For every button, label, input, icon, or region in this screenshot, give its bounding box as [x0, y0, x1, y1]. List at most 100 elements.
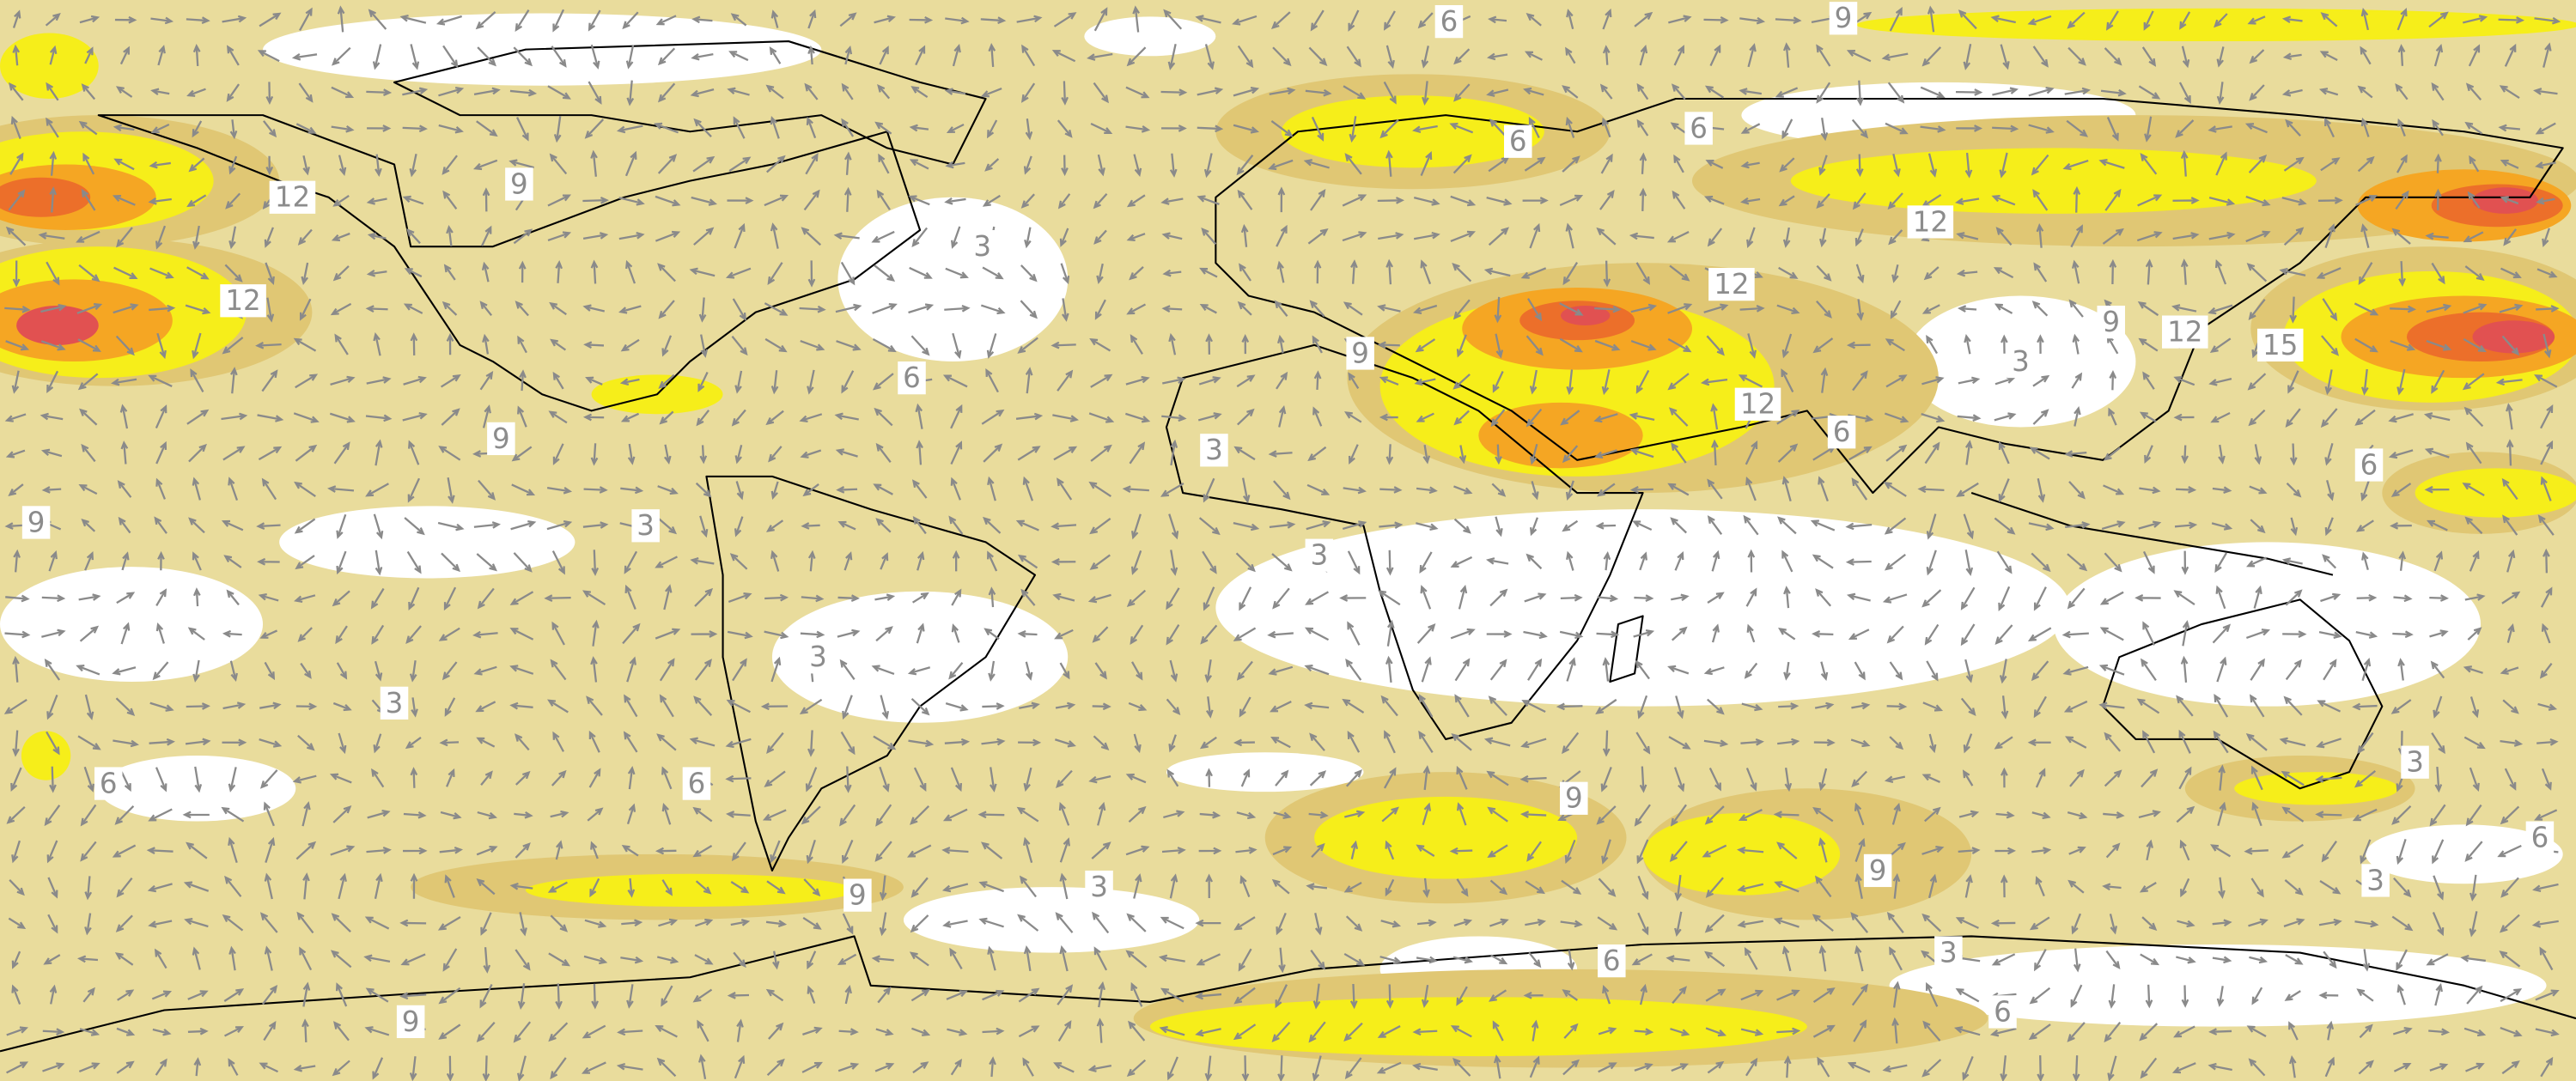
wind-arrow: [799, 698, 823, 714]
wind-arrow: [1528, 117, 1540, 138]
wind-arrow: [1377, 341, 1400, 349]
wind-arrow: [2431, 732, 2445, 755]
wind-arrow: [476, 878, 496, 896]
wind-arrow: [800, 340, 825, 351]
wind-arrow: [46, 731, 60, 756]
wind-arrow: [1999, 152, 2008, 179]
wind-arrow: [152, 1028, 172, 1036]
wind-arrow: [2463, 303, 2488, 314]
wind-arrow: [331, 232, 350, 242]
wind-arrow: [2247, 15, 2266, 25]
wind-arrow: [1924, 623, 1940, 646]
wind-arrow: [2140, 1057, 2158, 1079]
label-box: [380, 686, 409, 720]
wind-arrow: [2071, 372, 2083, 389]
wind-arrow: [1635, 732, 1651, 755]
wind-arrow: [1199, 736, 1217, 750]
wind-arrow: [1309, 770, 1327, 786]
wind-arrow: [438, 86, 465, 97]
wind-arrow: [2324, 117, 2335, 138]
wind-arrow: [800, 630, 825, 639]
wind-arrow: [1818, 155, 1828, 176]
wind-arrow: [192, 946, 201, 970]
wind-arrow: [1922, 1020, 1941, 1042]
wind-arrow: [1132, 5, 1140, 33]
wind-arrow: [1450, 628, 1476, 640]
wind-arrow: [1921, 913, 1942, 932]
wind-arrow: [40, 412, 64, 421]
wind-arrow: [1671, 442, 1687, 464]
wind-arrow: [186, 266, 210, 280]
wind-arrow: [475, 11, 496, 30]
wind-arrow: [915, 45, 926, 66]
wind-arrow: [259, 1062, 278, 1073]
wind-arrow: [2465, 82, 2482, 101]
wind-arrow: [47, 877, 58, 899]
wind-arrow: [2070, 224, 2083, 248]
wind-arrow: [1267, 630, 1294, 639]
wind-arrow: [909, 266, 933, 279]
wind-arrow: [41, 486, 62, 494]
wind-arrow: [549, 301, 567, 316]
wind-arrow: [946, 123, 965, 134]
wind-arrow: [1203, 477, 1215, 503]
wind-arrow: [227, 45, 240, 66]
label-box: [1200, 434, 1228, 467]
wind-arrow: [2354, 920, 2379, 928]
wind-arrow: [2062, 665, 2089, 676]
wind-arrow: [2141, 46, 2157, 67]
wind-arrow: [2357, 155, 2375, 173]
wind-arrow: [1385, 655, 1393, 683]
wind-arrow: [1523, 991, 1544, 999]
wind-arrow: [2067, 11, 2086, 29]
wind-arrow: [1129, 266, 1144, 281]
wind-arrow: [1241, 1055, 1250, 1081]
wind-arrow: [1774, 881, 1800, 893]
wind-arrow: [555, 840, 563, 860]
wind-arrow: [151, 990, 173, 1000]
wind-arrow: [1052, 414, 1079, 422]
wind-arrow: [299, 7, 313, 31]
wind-arrow: [1703, 739, 1729, 748]
wind-arrow: [2535, 989, 2560, 1001]
wind-arrow: [2210, 844, 2232, 858]
wind-arrow: [551, 550, 565, 575]
wind-arrow: [697, 1019, 709, 1042]
wind-arrow: [1059, 228, 1069, 247]
wind-arrow: [509, 591, 534, 605]
wind-arrow: [1955, 88, 1983, 96]
wind-arrow: [297, 627, 313, 642]
wind-arrow: [1385, 984, 1394, 1009]
wind-arrow: [438, 124, 464, 134]
wind-arrow: [843, 766, 852, 793]
wind-arrow: [1166, 1056, 1178, 1081]
south-america: [705, 475, 1037, 871]
wind-arrow: [2537, 514, 2555, 536]
wind-arrow: [40, 448, 63, 458]
wind-arrow: [1674, 551, 1684, 571]
wind-arrow: [910, 335, 930, 356]
wind-arrow: [2254, 444, 2262, 465]
wind-arrow: [582, 413, 605, 422]
wind-arrow: [119, 404, 129, 429]
wind-arrow: [1090, 373, 1113, 388]
wind-arrow: [2208, 196, 2236, 206]
wind-arrow: [1349, 116, 1357, 143]
wind-arrow: [403, 303, 423, 314]
wind-arrow: [403, 847, 428, 855]
wind-arrow: [2031, 154, 2049, 176]
wind-arrow: [2462, 373, 2485, 391]
wind-arrow: [1711, 623, 1720, 643]
wind-arrow: [1050, 558, 1076, 566]
wind-arrow: [981, 738, 1006, 746]
wind-arrow: [261, 984, 278, 1005]
label-box: [1598, 944, 1626, 978]
wind-arrow: [1015, 519, 1039, 531]
wind-arrow: [2172, 197, 2200, 204]
wind-arrow: [693, 695, 713, 716]
label-box: [269, 180, 316, 214]
wind-arrow: [1521, 700, 1546, 714]
madagascar: [1609, 615, 1644, 683]
wind-arrow: [1017, 337, 1038, 354]
wind-arrow: [2208, 1028, 2232, 1035]
